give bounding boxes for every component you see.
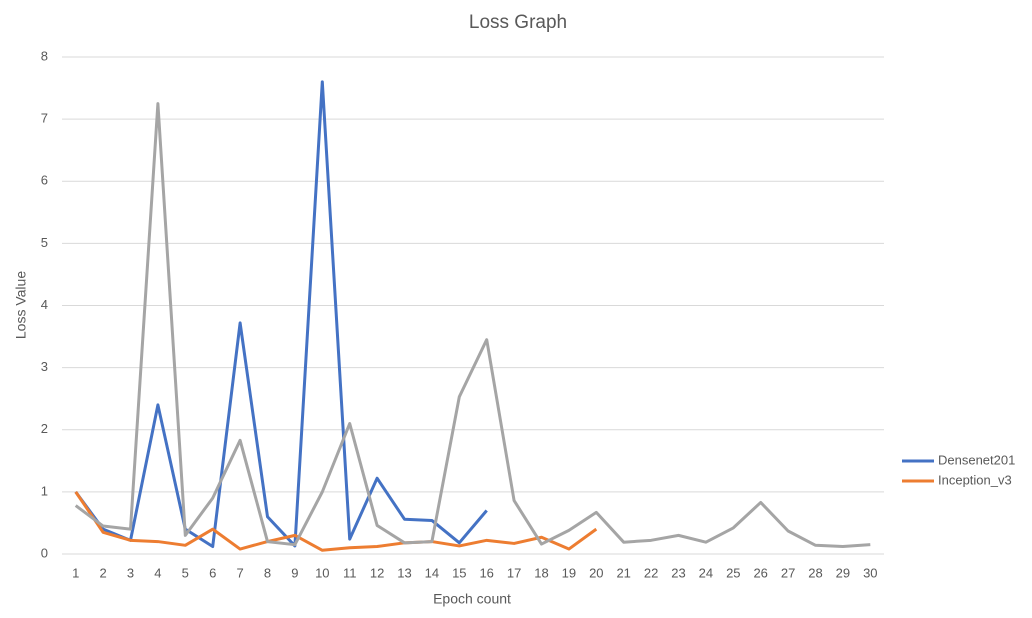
y-tick-label: 7 — [41, 111, 48, 126]
series-line — [74, 102, 871, 549]
x-tick-label: 26 — [753, 565, 767, 580]
y-tick-label: 1 — [41, 483, 48, 498]
x-tick-label: 4 — [154, 565, 161, 580]
x-tick-label: 6 — [209, 565, 216, 580]
legend-label: Densenet201 — [938, 452, 1015, 467]
x-tick-label: 18 — [534, 565, 548, 580]
x-tick-label: 13 — [397, 565, 411, 580]
x-tick-label: 24 — [699, 565, 713, 580]
x-tick-label: 7 — [236, 565, 243, 580]
y-tick-label: 4 — [41, 297, 48, 312]
y-tick-label: 8 — [41, 48, 48, 63]
x-tick-label: 8 — [264, 565, 271, 580]
x-tick-label: 22 — [644, 565, 658, 580]
x-tick-label: 23 — [671, 565, 685, 580]
x-tick-label: 15 — [452, 565, 466, 580]
x-tick-label: 14 — [425, 565, 439, 580]
x-tick-label: 10 — [315, 565, 329, 580]
chart-title: Loss Graph — [469, 12, 567, 33]
y-tick-label: 2 — [41, 421, 48, 436]
x-tick-label: 11 — [343, 565, 357, 580]
x-tick-label: 17 — [507, 565, 521, 580]
x-tick-label: 2 — [99, 565, 106, 580]
x-tick-label: 28 — [808, 565, 822, 580]
x-tick-label: 3 — [127, 565, 134, 580]
x-tick-label: 29 — [836, 565, 850, 580]
x-axis-title: Epoch count — [433, 591, 511, 607]
y-axis-title: Loss Value — [13, 271, 29, 339]
x-tick-label: 27 — [781, 565, 795, 580]
x-tick-label: 25 — [726, 565, 740, 580]
x-tick-label: 30 — [863, 565, 877, 580]
series-line — [74, 80, 488, 549]
x-tick-label: 12 — [370, 565, 384, 580]
x-tick-label: 16 — [479, 565, 493, 580]
x-tick-label: 19 — [562, 565, 576, 580]
series-line — [74, 491, 598, 552]
x-tick-label: 1 — [72, 565, 79, 580]
y-tick-label: 0 — [41, 545, 48, 560]
legend-label: Inception_v3 — [938, 472, 1012, 487]
x-tick-label: 20 — [589, 565, 603, 580]
x-tick-label: 21 — [616, 565, 630, 580]
y-tick-label: 5 — [41, 235, 48, 250]
x-tick-label: 5 — [182, 565, 189, 580]
x-tick-label: 9 — [291, 565, 298, 580]
y-tick-label: 3 — [41, 359, 48, 374]
y-tick-label: 6 — [41, 173, 48, 188]
